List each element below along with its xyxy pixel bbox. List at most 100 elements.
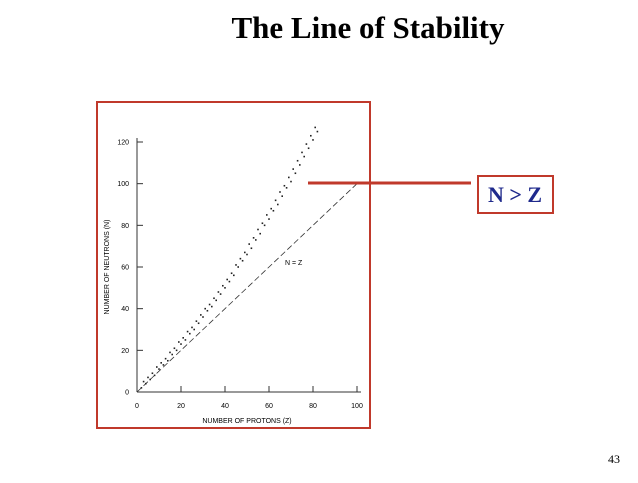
point — [279, 191, 281, 193]
point — [235, 264, 237, 266]
point — [270, 207, 272, 210]
x-tick-label: 100 — [351, 403, 363, 410]
point — [316, 130, 319, 133]
point — [305, 143, 308, 145]
n-equals-z-line — [136, 183, 358, 393]
slide-title: The Line of Stability — [231, 10, 505, 45]
point — [153, 374, 156, 377]
point — [158, 368, 160, 370]
x-tick-label: 80 — [309, 403, 317, 410]
point — [263, 224, 266, 227]
point — [167, 359, 169, 362]
point — [186, 330, 189, 333]
point — [171, 353, 173, 356]
point — [307, 147, 310, 150]
point — [206, 309, 209, 312]
point — [208, 303, 211, 306]
page-number: 43 — [608, 452, 620, 466]
point — [151, 372, 154, 375]
point — [274, 199, 277, 202]
point — [285, 187, 288, 189]
point — [189, 332, 191, 335]
point — [224, 287, 226, 289]
point — [244, 251, 246, 254]
point — [149, 378, 151, 381]
y-tick-label: 0 — [125, 390, 129, 397]
y-tick-label: 100 — [117, 181, 129, 188]
point — [140, 387, 143, 389]
point — [197, 322, 200, 325]
callout-text: N > Z — [488, 182, 542, 207]
point — [193, 328, 195, 331]
point — [294, 172, 297, 175]
point — [213, 297, 215, 300]
x-tick-label: 60 — [265, 403, 273, 410]
point — [164, 357, 167, 360]
point — [211, 305, 213, 308]
point — [204, 307, 206, 310]
point — [222, 284, 224, 287]
x-axis-label: NUMBER OF PROTONS (Z) — [202, 418, 291, 425]
point — [237, 266, 239, 268]
y-tick-label: 120 — [117, 140, 129, 147]
x-tick-label: 0 — [135, 403, 139, 410]
point — [142, 380, 145, 383]
point — [219, 293, 222, 295]
point — [292, 168, 294, 170]
point — [156, 366, 158, 368]
point — [268, 218, 270, 220]
point — [266, 214, 268, 216]
point — [314, 126, 316, 129]
point — [160, 362, 162, 364]
y-axis-label: NUMBER OF NEUTRONS (N) — [104, 220, 111, 315]
point — [290, 180, 292, 183]
point — [299, 164, 301, 166]
plot: 0 20 40 60 80 100 0 20 40 60 80 100 120 NUMBER OF PRO… — [104, 126, 363, 425]
point — [195, 320, 198, 322]
x-tick-label: 40 — [221, 403, 229, 410]
n-equals-z-label: N = Z — [285, 260, 303, 267]
point — [303, 155, 305, 158]
point — [312, 139, 314, 141]
y-tick-label: 60 — [121, 265, 129, 272]
point — [257, 228, 259, 231]
point — [296, 159, 299, 162]
point — [230, 272, 233, 275]
y-tick-label: 40 — [121, 306, 129, 313]
point — [283, 184, 286, 187]
point — [288, 176, 290, 179]
point — [248, 243, 250, 245]
point — [202, 316, 204, 318]
point — [162, 364, 165, 366]
chart-frame — [96, 101, 371, 429]
point — [252, 237, 255, 239]
point — [184, 339, 187, 341]
point — [228, 280, 231, 283]
point — [178, 341, 180, 343]
point — [147, 376, 149, 379]
point — [200, 314, 202, 316]
point — [215, 299, 217, 302]
point — [169, 351, 171, 354]
y-tick-label: 80 — [121, 223, 129, 230]
point — [301, 151, 303, 154]
point — [180, 343, 182, 345]
callout-box — [477, 175, 554, 214]
point — [226, 278, 228, 281]
point — [272, 209, 275, 212]
point — [217, 291, 220, 293]
point — [241, 259, 244, 262]
point — [277, 203, 279, 206]
point — [191, 326, 193, 329]
point — [233, 274, 235, 277]
point — [246, 253, 248, 256]
point — [145, 382, 147, 385]
point — [250, 247, 253, 250]
point — [239, 257, 242, 260]
point — [182, 337, 184, 339]
point — [259, 232, 261, 235]
point — [255, 239, 257, 241]
point — [261, 222, 264, 225]
